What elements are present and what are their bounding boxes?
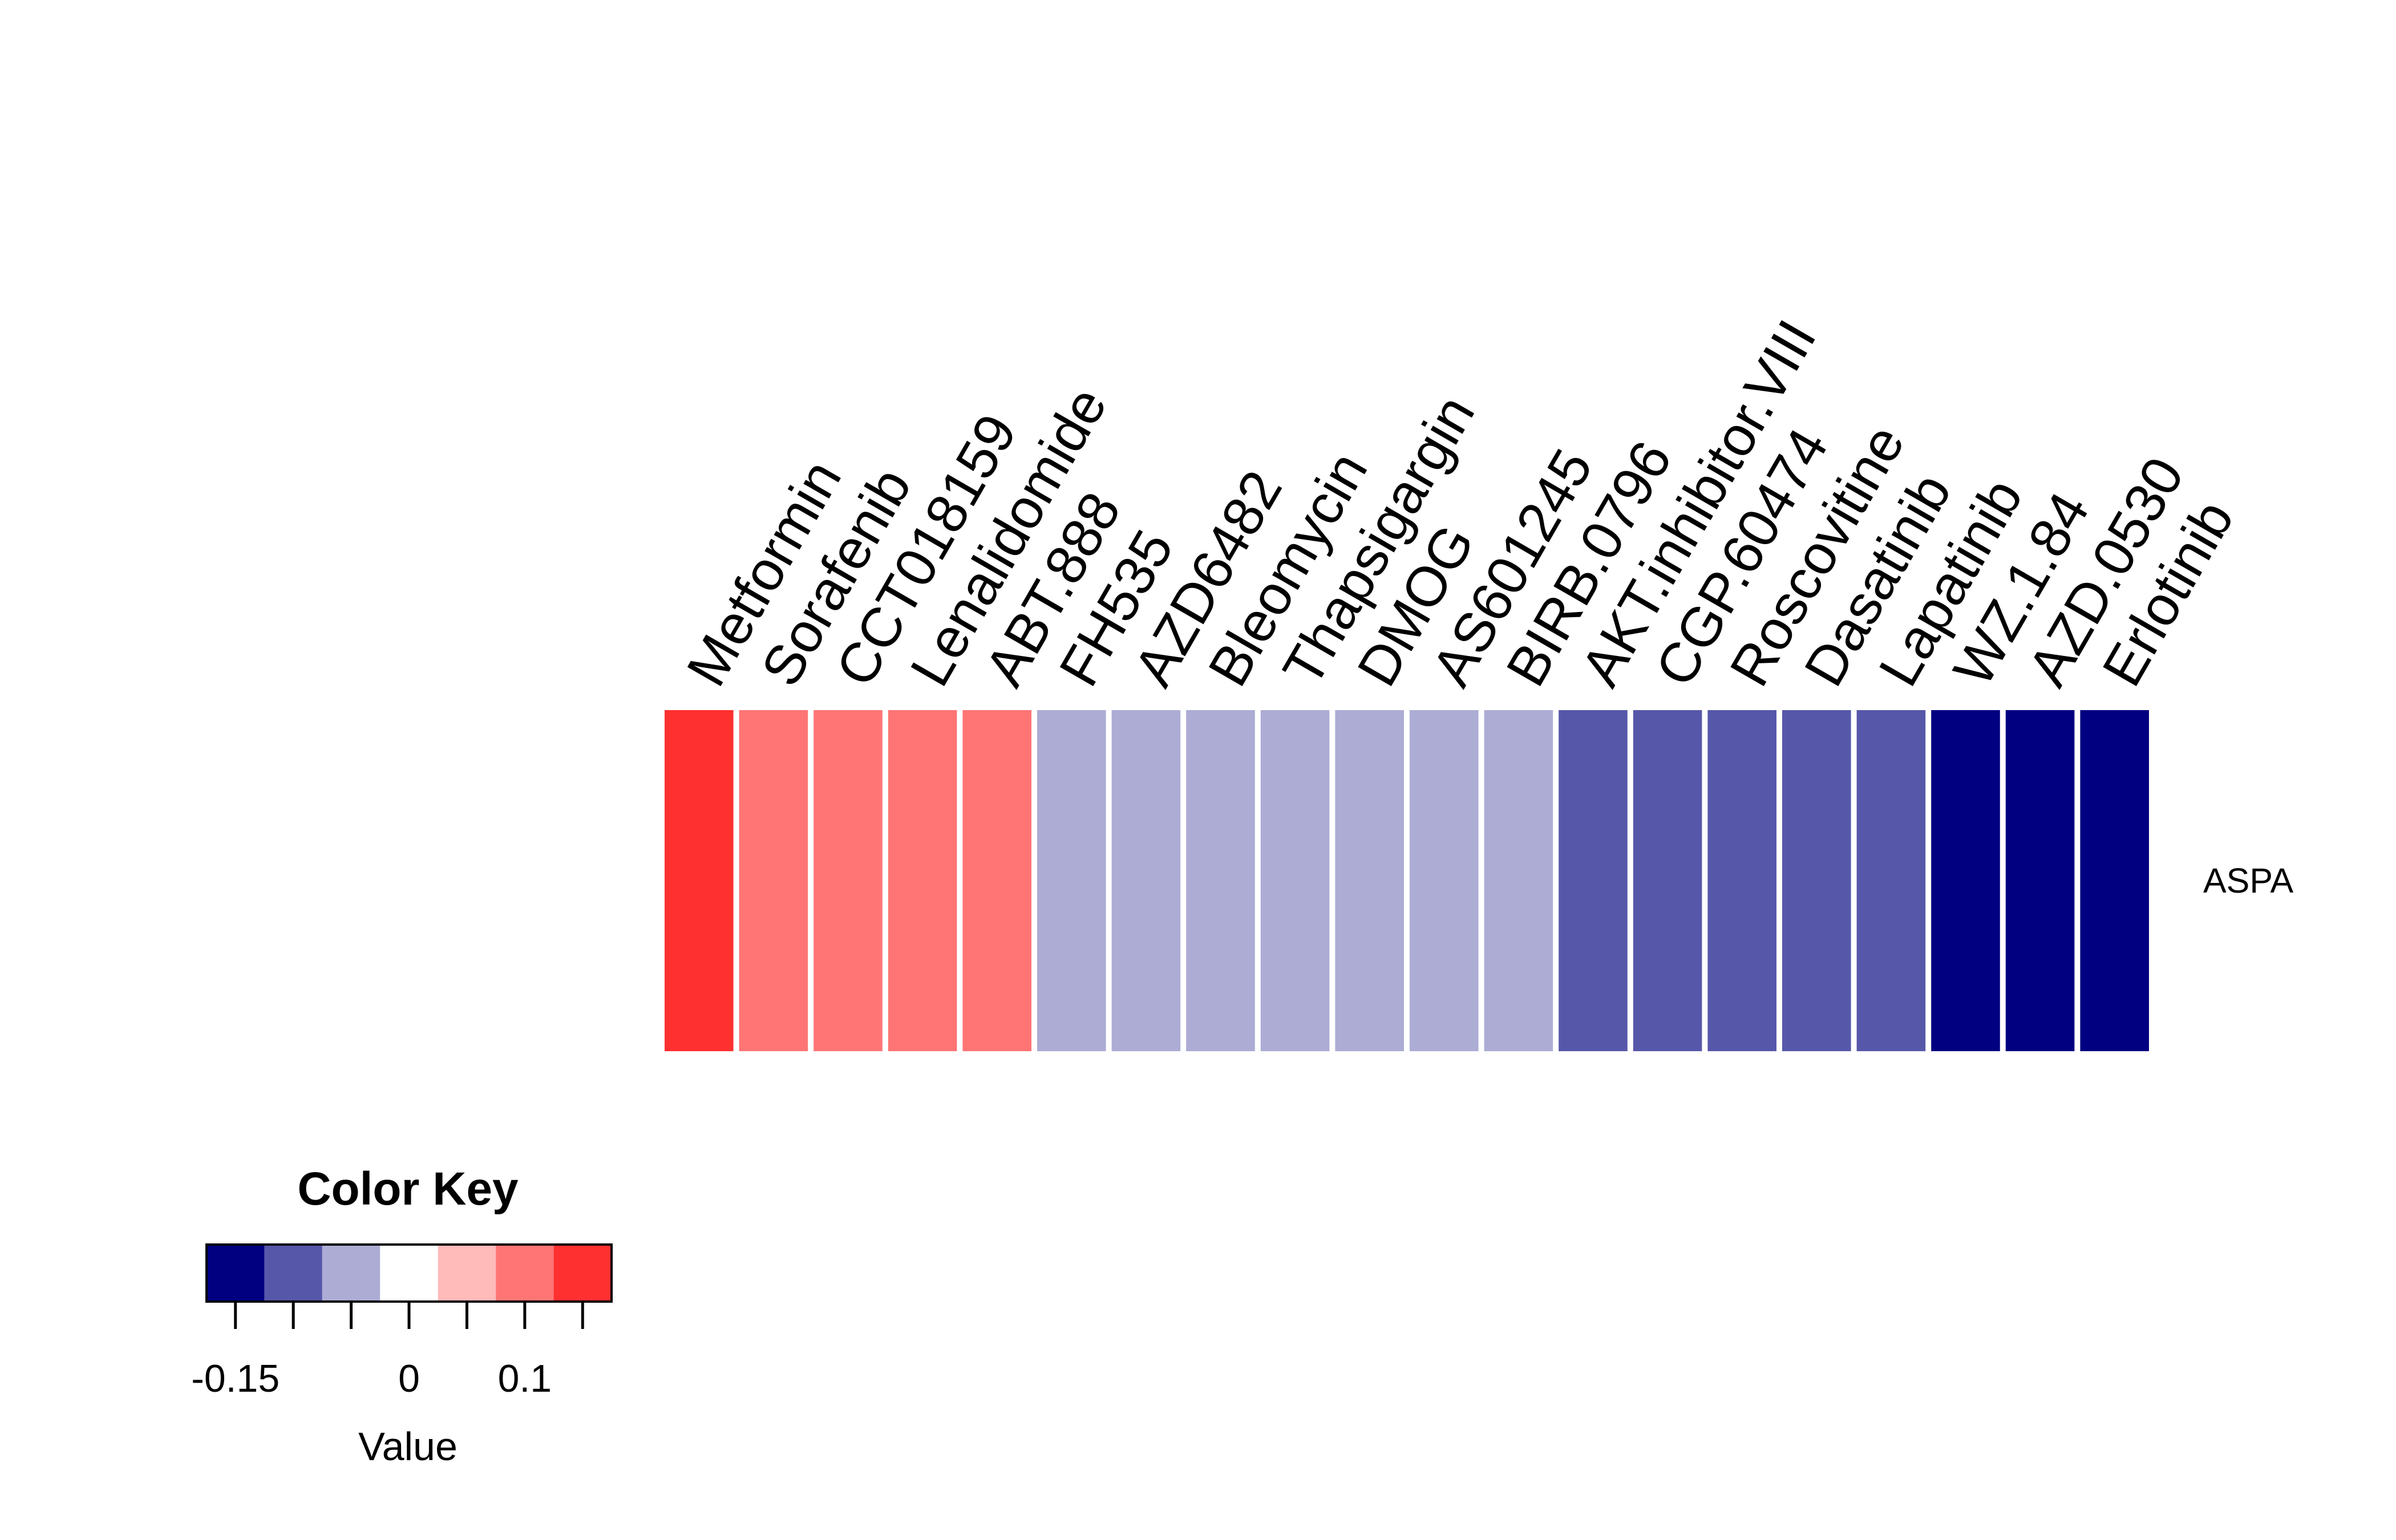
color-key-tick-label: 0.1 bbox=[498, 1357, 552, 1400]
color-key-title: Color Key bbox=[297, 1163, 519, 1215]
heatmap-cell-dasatinib bbox=[1782, 710, 1851, 1051]
color-key-swatch bbox=[207, 1245, 265, 1302]
heatmap-cell-roscovitine bbox=[1707, 710, 1776, 1051]
color-key-swatch bbox=[322, 1245, 381, 1302]
color-key-swatches bbox=[205, 1243, 613, 1303]
heatmap-cell-azd-0530 bbox=[2005, 710, 2075, 1051]
color-key-swatch bbox=[264, 1245, 322, 1302]
color-key-swatch bbox=[496, 1245, 554, 1302]
color-key-xlabel: Value bbox=[358, 1424, 458, 1469]
heatmap-cell-birb-0796 bbox=[1484, 710, 1553, 1051]
heatmap-cell-dmog bbox=[1335, 710, 1404, 1051]
heatmap-cell-azd6482 bbox=[1111, 710, 1181, 1051]
heatmap-cell-bleomycin bbox=[1186, 710, 1255, 1051]
heatmap-cell-thapsigargin bbox=[1260, 710, 1330, 1051]
color-key: Color Key -0.15 0 0.1 Value bbox=[191, 1163, 613, 1469]
heatmap-cell-lenalidomide bbox=[888, 710, 957, 1051]
heatmap-cell-fh535 bbox=[1037, 710, 1106, 1051]
column-labels: MetforminSorafenibCCT018159LenalidomideA… bbox=[674, 310, 2245, 696]
heatmap-cell-lapatinib bbox=[1856, 710, 1926, 1051]
heatmap-cell-akt-inhibitor-viii bbox=[1559, 710, 1628, 1051]
color-key-swatch bbox=[553, 1245, 612, 1302]
heatmap-cell-cgp-60474 bbox=[1633, 710, 1702, 1051]
heatmap-cell-abt-888 bbox=[962, 710, 1031, 1051]
row-label-aspa: ASPA bbox=[2203, 861, 2294, 900]
heatmap-cell-metformin bbox=[665, 710, 734, 1051]
heatmap-cell-as601245 bbox=[1410, 710, 1479, 1051]
heatmap-cells bbox=[665, 710, 2149, 1051]
color-key-ticks: -0.15 0 0.1 bbox=[191, 1302, 584, 1400]
color-key-swatch bbox=[438, 1245, 496, 1302]
color-key-swatch bbox=[380, 1245, 438, 1302]
heatmap-cell-sorafenib bbox=[739, 710, 808, 1051]
heatmap-cell-cct018159 bbox=[813, 710, 883, 1051]
color-key-tick-label: 0 bbox=[398, 1357, 420, 1400]
heatmap-cell-wz-1-84 bbox=[1931, 710, 2000, 1051]
row-labels: ASPA bbox=[2203, 861, 2294, 900]
color-key-tick-label: -0.15 bbox=[191, 1357, 280, 1400]
heatmap-cell-erlotinib bbox=[2080, 710, 2149, 1051]
